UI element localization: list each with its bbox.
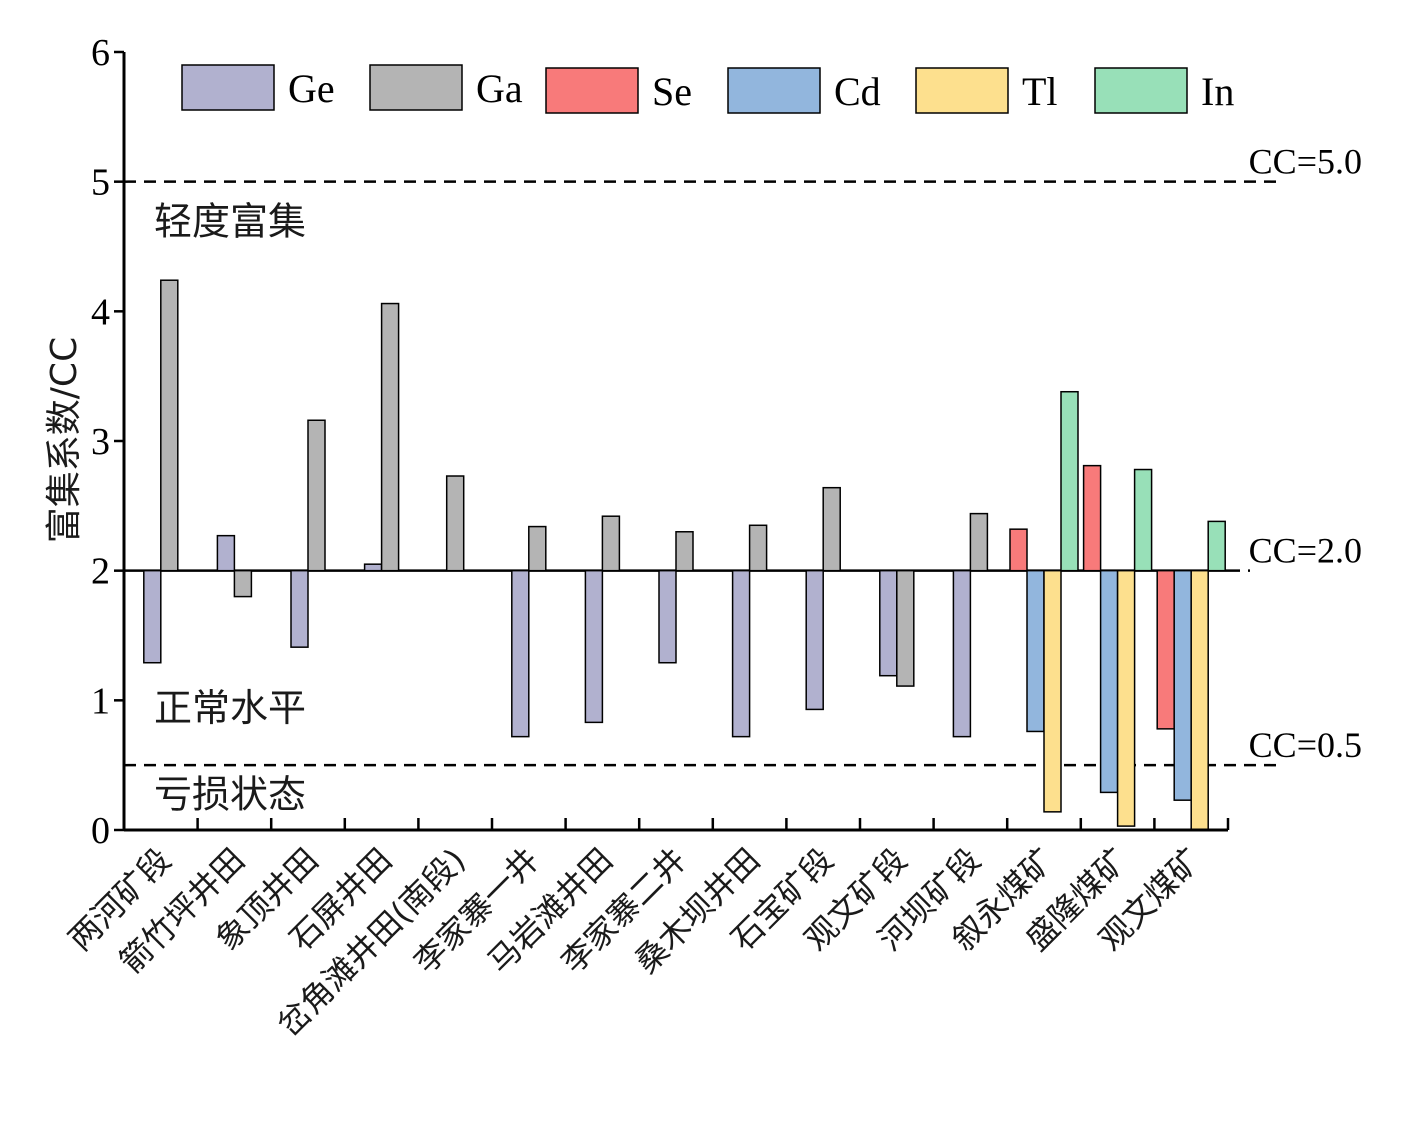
legend-label-ga: Ga bbox=[476, 66, 523, 111]
bar-ga bbox=[445, 475, 465, 572]
bar-ge bbox=[511, 569, 530, 738]
legend-label-cd: Cd bbox=[834, 69, 881, 114]
zone-label: 正常水平 bbox=[154, 686, 306, 730]
y-tick-label: 6 bbox=[91, 32, 110, 74]
zone-label: 轻度富集 bbox=[154, 200, 306, 244]
y-axis-label: 富集系数/CC bbox=[44, 337, 85, 543]
bar-cd bbox=[1026, 569, 1045, 733]
legend-label-tl: Tl bbox=[1022, 69, 1058, 114]
axes: 0123456两河矿段箭竹坪井田象顶井田石屏井田岔角滩井田(南段)李家寨一井马岩… bbox=[61, 32, 1230, 1044]
bar-ga bbox=[748, 524, 768, 572]
bar-se bbox=[1156, 569, 1175, 730]
bar-ge bbox=[731, 569, 751, 738]
legend-swatch-se bbox=[545, 67, 639, 114]
bar-ga bbox=[233, 569, 253, 598]
legend-swatch-cd bbox=[727, 67, 821, 114]
reference-line-label: CC=2.0 bbox=[1249, 531, 1362, 571]
bar-ge bbox=[952, 569, 972, 738]
bar-se bbox=[1009, 528, 1028, 572]
legend-swatch-ge bbox=[181, 64, 275, 111]
bar-tl bbox=[1190, 569, 1209, 831]
legend: Ge Ga Se Cd Tl In bbox=[181, 64, 1234, 114]
legend-label-in: In bbox=[1201, 69, 1234, 114]
bars bbox=[143, 279, 1226, 831]
bar-ge bbox=[290, 569, 309, 648]
y-tick-label: 1 bbox=[91, 680, 110, 722]
legend-swatch-tl bbox=[915, 67, 1009, 114]
bar-ga bbox=[822, 486, 841, 572]
bar-ge bbox=[216, 534, 236, 572]
legend-swatch-ga bbox=[369, 64, 463, 111]
bar-ge bbox=[879, 569, 898, 677]
bar-tl bbox=[1043, 569, 1062, 813]
reference-line-label: CC=0.5 bbox=[1249, 725, 1362, 765]
bar-ga bbox=[675, 531, 694, 572]
bar-se bbox=[1082, 464, 1102, 572]
legend-swatch-in bbox=[1094, 67, 1188, 114]
bar-ga bbox=[601, 515, 621, 572]
bar-ga bbox=[380, 302, 400, 572]
bar-ge bbox=[143, 569, 162, 664]
y-tick-label: 2 bbox=[91, 551, 110, 593]
bar-ga bbox=[528, 525, 547, 572]
y-tick-label: 3 bbox=[91, 421, 110, 463]
bar-cd bbox=[1099, 569, 1119, 794]
y-tick-label: 4 bbox=[91, 291, 110, 333]
y-tick-label: 5 bbox=[91, 162, 110, 204]
legend-label-ge: Ge bbox=[288, 66, 335, 111]
reference-line-label: CC=5.0 bbox=[1249, 142, 1362, 182]
bar-ge bbox=[805, 569, 824, 711]
bar-in bbox=[1060, 390, 1079, 572]
legend-label-se: Se bbox=[652, 69, 692, 114]
bar-ga bbox=[969, 512, 989, 572]
bar-ge bbox=[363, 563, 383, 572]
bar-cd bbox=[1173, 569, 1192, 801]
bar-in bbox=[1207, 520, 1226, 572]
bar-ga bbox=[307, 419, 326, 572]
bar-ge bbox=[658, 569, 677, 664]
bar-ge bbox=[584, 569, 604, 724]
zone-label: 亏损状态 bbox=[154, 773, 306, 817]
bar-tl bbox=[1116, 569, 1136, 827]
y-tick-label: 0 bbox=[91, 810, 110, 852]
bar-in bbox=[1133, 468, 1153, 572]
bar-ga bbox=[160, 279, 179, 572]
bar-ga bbox=[896, 569, 915, 687]
